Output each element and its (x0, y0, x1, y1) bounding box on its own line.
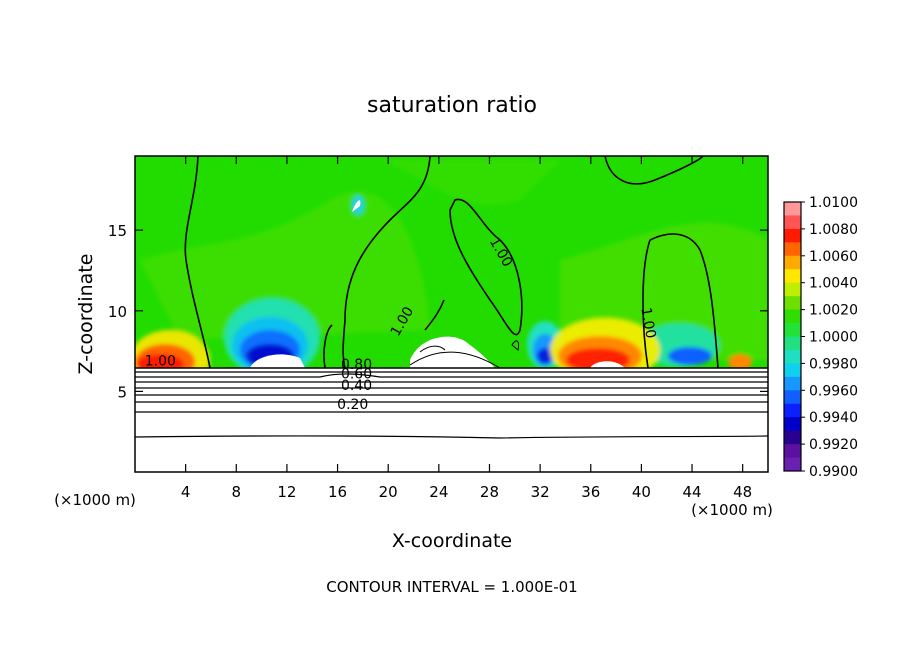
contour-label: 1.00 (145, 354, 176, 370)
colorbar: 1.0100 1.0080 1.0060 1.0040 1.0020 1.0000 0.99… (783, 195, 858, 480)
x-tick-label: 32 (531, 483, 550, 501)
colorbar-label: 0.9940 (809, 410, 858, 426)
colorbar-label: 1.0000 (809, 330, 858, 346)
colorbar-label: 1.0100 (809, 195, 858, 211)
colorbar-swatch (784, 336, 801, 351)
contour-label: 0.20 (337, 397, 368, 413)
colorbar-label: 1.0060 (809, 249, 858, 265)
colorbar-swatch (784, 309, 801, 324)
x-tick-label: 16 (328, 483, 347, 501)
contour-label: 1.00 (637, 306, 658, 339)
contour-label: 0.60 (341, 366, 372, 382)
plot-frame (134, 155, 769, 473)
x-tick-label: 44 (682, 483, 701, 501)
y-tick-label: 10 (108, 303, 127, 321)
x-axis: 4 8 12 16 20 24 28 32 36 40 44 48 (181, 156, 752, 501)
colorbar-label: 0.9900 (809, 464, 858, 480)
contour-interval-note: CONTOUR INTERVAL = 1.000E-01 (326, 578, 577, 596)
x-tick-label: 4 (181, 483, 191, 501)
x-tick-label: 24 (429, 483, 448, 501)
y-tick-label: 5 (117, 383, 127, 401)
colorbar-swatch (784, 376, 801, 391)
y-tick-label: 15 (108, 222, 127, 240)
colorbar-swatch (784, 282, 801, 297)
chart-title: saturation ratio (367, 93, 537, 118)
x-tick-label: 28 (480, 483, 499, 501)
x-tick-label: 40 (632, 483, 651, 501)
colorbar-swatch (784, 255, 801, 270)
colorbar-label: 0.9960 (809, 383, 858, 399)
colorbar-swatch (784, 417, 801, 432)
x-units-label: (×1000 m) (691, 501, 773, 519)
x-axis-title: X-coordinate (392, 530, 512, 552)
y-units-label: (×1000 m) (54, 491, 136, 509)
contour-1-00 (135, 156, 768, 369)
colorbar-swatch (784, 444, 801, 459)
colorbar-label: 1.0080 (809, 222, 858, 238)
colorbar-swatch (784, 242, 801, 257)
colorbar-label: 0.9980 (809, 356, 858, 372)
colorbar-label: 1.0040 (809, 276, 858, 292)
x-tick-label: 20 (379, 483, 398, 501)
colorbar-label: 1.0020 (809, 303, 858, 319)
colorbar-label: 0.9920 (809, 437, 858, 453)
contour-label: 0.40 (341, 378, 372, 394)
colorbar-swatch (784, 202, 801, 216)
x-tick-label: 48 (733, 483, 752, 501)
colorbar-swatch (784, 269, 801, 284)
colorbar-swatch (784, 215, 801, 230)
plot-area (135, 156, 768, 472)
colorbar-swatch (784, 349, 801, 364)
y-axis-title: Z-coordinate (75, 254, 97, 375)
colorbar-swatch (784, 363, 801, 378)
x-tick-label: 8 (232, 483, 242, 501)
colorbar-swatch (784, 390, 801, 405)
colorbar-swatch (784, 296, 801, 311)
colorbar-swatch (784, 323, 801, 337)
y-axis: 5 10 15 (108, 222, 768, 401)
colorbar-swatch (784, 403, 801, 418)
colorbar-swatch (784, 457, 801, 472)
colorbar-swatch (784, 430, 801, 445)
contour-lines-subsurface (135, 340, 768, 439)
colorbar-swatch (784, 228, 801, 243)
x-tick-label: 36 (581, 483, 600, 501)
contour-label: 0.80 (341, 357, 372, 373)
x-tick-label: 12 (277, 483, 296, 501)
